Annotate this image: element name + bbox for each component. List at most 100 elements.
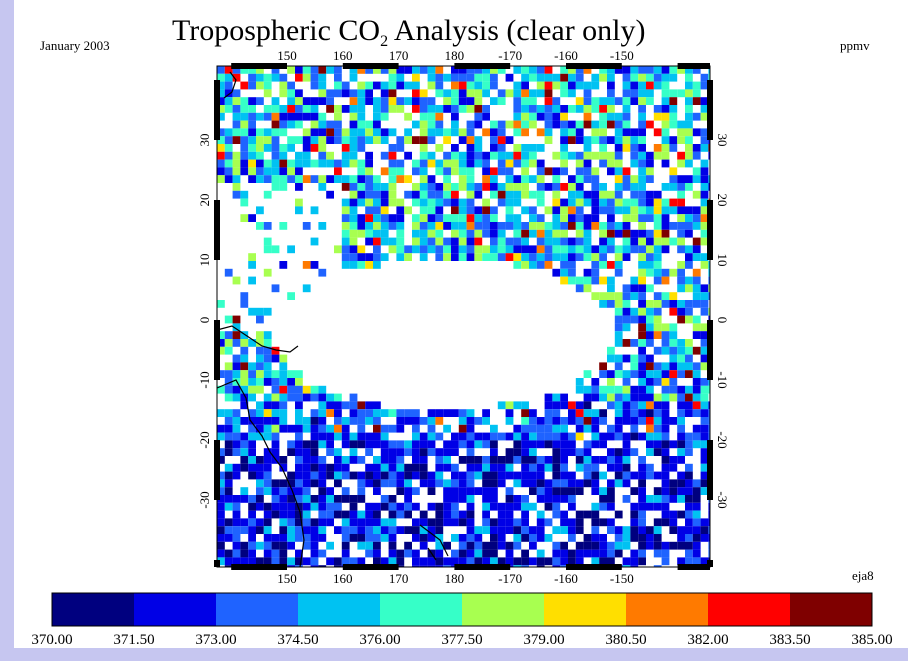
map-cell [240, 487, 249, 495]
map-cell [373, 120, 381, 129]
map-cell [302, 385, 311, 394]
map-cell [669, 362, 678, 371]
map-cell [334, 105, 342, 113]
lon-tick-label: -150 [610, 571, 634, 586]
map-cell [513, 120, 522, 129]
map-cell [560, 393, 568, 402]
map-cell [404, 479, 412, 488]
map-cell [279, 354, 288, 363]
map-cell [497, 167, 506, 176]
frame-bar [566, 63, 622, 69]
map-cell [521, 417, 529, 425]
map-cell [607, 378, 615, 386]
map-cell [357, 456, 366, 464]
map-cell [513, 253, 522, 261]
map-cell [271, 432, 280, 441]
map-cell [521, 518, 529, 527]
map-cell [466, 479, 475, 488]
map-cell [287, 424, 295, 433]
map-cell [692, 190, 701, 199]
map-cell [435, 73, 444, 82]
map-cell [404, 112, 412, 121]
map-cell [536, 66, 545, 74]
map-cell [396, 463, 405, 472]
map-cell [482, 541, 490, 550]
map-cell [349, 417, 358, 425]
map-cell [529, 206, 537, 215]
map-cell [536, 417, 545, 425]
map-cell [224, 417, 233, 425]
map-cell [217, 487, 225, 495]
map-cell [653, 378, 662, 386]
map-cell [326, 175, 334, 183]
map-cell [560, 237, 568, 246]
map-cell [248, 440, 256, 449]
map-cell [310, 534, 319, 542]
map-cell [412, 534, 420, 542]
map-cell [326, 159, 334, 168]
map-cell [685, 495, 693, 503]
map-cell [466, 183, 475, 191]
map-cell [412, 198, 420, 207]
map-cell [388, 159, 397, 168]
map-cell [661, 541, 670, 550]
map-cell [622, 105, 631, 113]
map-cell [607, 456, 615, 464]
map-cell [692, 424, 701, 433]
map-cell [677, 409, 685, 417]
map-cell [466, 206, 475, 215]
map-cell [474, 456, 483, 464]
map-cell [552, 409, 561, 417]
map-cell [334, 245, 342, 254]
map-cell [568, 534, 576, 542]
map-cell [513, 222, 522, 230]
map-cell [318, 222, 327, 230]
map-cell [263, 510, 272, 519]
map-cell [708, 417, 710, 425]
map-cell [365, 190, 373, 199]
colorbar-label: 370.00 [31, 632, 72, 648]
map-cell [505, 432, 514, 441]
map-cell [365, 214, 373, 222]
map-cell [443, 105, 451, 113]
map-cell [458, 534, 467, 542]
map-cell [341, 510, 350, 519]
map-cell [646, 417, 654, 425]
map-cell [427, 120, 436, 129]
map-cell [552, 175, 561, 183]
map-cell [685, 73, 693, 82]
map-cell [544, 136, 553, 144]
map-cell [653, 105, 662, 113]
lat-tick-label: -20 [197, 431, 212, 448]
map-cell [513, 105, 522, 113]
map-cell [669, 417, 678, 425]
map-cell [224, 268, 233, 277]
map-cell [536, 518, 545, 527]
map-cell [419, 253, 428, 261]
map-cell [583, 81, 592, 90]
map-cell [490, 471, 498, 480]
map-cell [490, 245, 498, 254]
map-cell [365, 151, 373, 160]
map-cell [638, 66, 646, 74]
map-cell [310, 112, 319, 121]
map-cell [591, 268, 600, 277]
map-cell [271, 120, 280, 129]
map-cell [692, 175, 701, 183]
lat-tick-label: 10 [197, 254, 212, 267]
map-cell [365, 534, 373, 542]
map-cell [614, 432, 623, 441]
map-cell [622, 495, 631, 503]
map-cell [373, 97, 381, 105]
map-cell [326, 502, 334, 511]
map-cell [505, 214, 514, 222]
map-cell [536, 440, 545, 449]
map-cell [412, 487, 420, 495]
map-cell [334, 136, 342, 144]
map-cell [248, 81, 256, 90]
map-cell [357, 112, 366, 121]
map-cell [412, 471, 420, 480]
map-cell [302, 136, 311, 144]
map-cell [505, 151, 514, 160]
map-cell [599, 190, 607, 199]
